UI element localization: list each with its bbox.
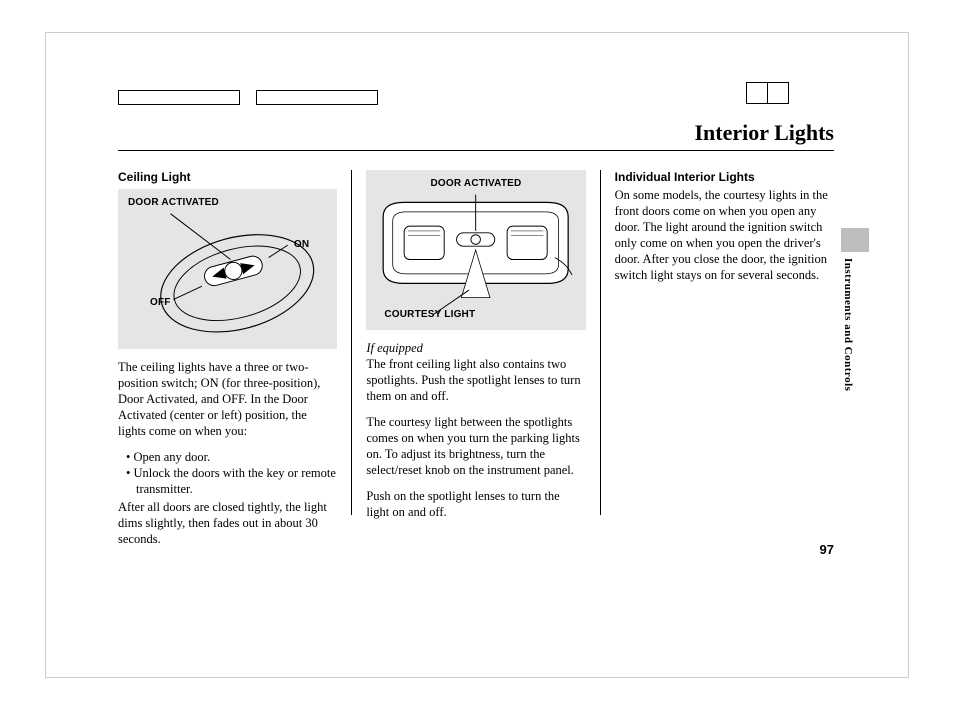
individual-lights-heading: Individual Interior Lights	[615, 170, 834, 185]
page-title: Interior Lights	[694, 120, 834, 146]
label-courtesy: COURTESY LIGHT	[384, 309, 475, 322]
label-door-activated: DOOR ACTIVATED	[128, 197, 219, 210]
title-rule	[118, 150, 834, 151]
para: The courtesy light between the spotlight…	[366, 414, 585, 478]
courtesy-light-svg	[366, 170, 585, 330]
if-equipped-note: If equipped	[366, 341, 423, 355]
placeholder-box	[256, 90, 378, 105]
para: After all doors are closed tightly, the …	[118, 499, 337, 547]
label-door-activated: DOOR ACTIVATED	[431, 178, 522, 191]
placeholder-square	[746, 82, 768, 104]
header-placeholders	[118, 90, 390, 110]
side-tab	[841, 228, 869, 252]
placeholder-box	[118, 90, 240, 105]
content-columns: Ceiling Light DOOR ACTIVATED ON OFF	[118, 170, 834, 580]
list-item: Open any door.	[126, 449, 337, 465]
ceiling-light-svg	[118, 189, 337, 349]
label-off: OFF	[150, 297, 171, 310]
column-divider	[600, 170, 601, 515]
column-2: DOOR ACTIVATED COURTESY LIGHT	[366, 170, 585, 580]
courtesy-light-diagram: DOOR ACTIVATED COURTESY LIGHT	[366, 170, 585, 330]
column-divider	[351, 170, 352, 515]
label-on: ON	[294, 239, 309, 252]
section-side-label: Instruments and Controls	[842, 258, 854, 391]
column-3: Individual Interior Lights On some model…	[615, 170, 834, 580]
para: If equipped The front ceiling light also…	[366, 340, 585, 404]
list-item: Unlock the doors with the key or remote …	[126, 465, 337, 497]
para: The ceiling lights have a three or two-p…	[118, 359, 337, 439]
para: On some models, the courtesy lights in t…	[615, 187, 834, 283]
ceiling-light-diagram: DOOR ACTIVATED ON OFF	[118, 189, 337, 349]
ceiling-light-heading: Ceiling Light	[118, 170, 337, 185]
para-text: The front ceiling light also contains tw…	[366, 357, 580, 403]
header-squares	[747, 82, 789, 109]
placeholder-square	[767, 82, 789, 104]
page-number: 97	[820, 542, 834, 557]
column-1: Ceiling Light DOOR ACTIVATED ON OFF	[118, 170, 337, 580]
para: Push on the spotlight lenses to turn the…	[366, 488, 585, 520]
bullet-list: Open any door. Unlock the doors with the…	[118, 449, 337, 497]
